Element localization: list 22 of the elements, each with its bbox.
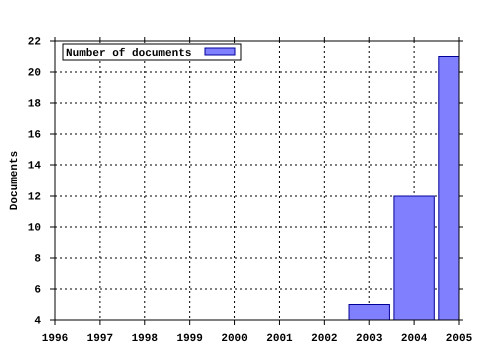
y-tick-label: 4 (34, 316, 42, 328)
x-tick-label: 2001 (266, 333, 294, 346)
x-tick-label: 2002 (311, 333, 338, 346)
x-tick-label: 2000 (221, 333, 248, 346)
y-axis-title: Documents (9, 150, 21, 210)
y-tick-label: 6 (34, 284, 41, 297)
y-tick-label: 22 (28, 36, 41, 49)
y-tick-label: 10 (28, 222, 41, 235)
x-tick-label: 1998 (132, 333, 158, 346)
y-tick-label: 14 (28, 160, 42, 173)
x-tick-label: 1996 (42, 333, 68, 346)
x-tick-label: 1997 (86, 333, 114, 346)
legend-label: Number of documents (66, 47, 192, 60)
x-tick-label: 2005 (446, 333, 473, 346)
x-tick-label: 1999 (176, 333, 203, 346)
y-tick-label: 16 (28, 130, 41, 142)
x-tick-label: 2003 (356, 333, 383, 346)
y-tick-label: 12 (28, 192, 41, 204)
y-tick-label: 8 (34, 254, 42, 266)
y-tick-label: 20 (28, 68, 41, 80)
y-tick-label: 18 (28, 98, 42, 111)
x-tick-label: 2004 (400, 333, 428, 346)
